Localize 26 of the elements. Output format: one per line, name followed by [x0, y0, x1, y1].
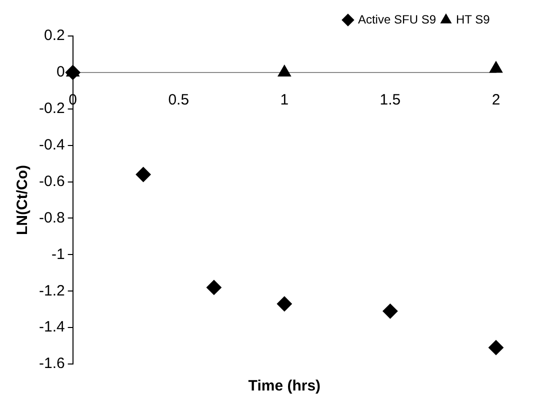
x-axis-title: Time (hrs) — [248, 378, 321, 395]
y-tick-label: -1.6 — [38, 355, 65, 372]
point — [136, 166, 151, 182]
y-tick-label: -0.6 — [38, 172, 65, 190]
y-tick-label: -0.2 — [38, 100, 65, 118]
y-tick-label: -0.4 — [38, 136, 65, 154]
y-tick-label: 0 — [56, 64, 65, 81]
x-tick-label: 1.5 — [380, 92, 401, 109]
legend-label: HT S9 — [456, 12, 490, 26]
point — [488, 340, 504, 356]
y-tick-label: -1.4 — [38, 318, 65, 336]
x-tick-label: 0.5 — [168, 92, 190, 109]
point — [276, 296, 292, 312]
y-tick-label: 0.2 — [44, 27, 65, 44]
point — [489, 61, 503, 73]
legend-label: Active SFU S9 — [358, 12, 436, 26]
x-tick-label: 2 — [492, 92, 500, 109]
point — [65, 64, 80, 80]
point — [382, 304, 398, 319]
y-tick-label: -1 — [52, 246, 65, 263]
y-axis-title: LN(Ct/Co) — [14, 165, 32, 235]
y-tick-label: -1.2 — [38, 282, 65, 300]
x-tick-label: 1 — [280, 92, 289, 109]
y-tick-label: -0.8 — [38, 209, 65, 226]
point — [206, 280, 222, 295]
point — [278, 64, 291, 76]
